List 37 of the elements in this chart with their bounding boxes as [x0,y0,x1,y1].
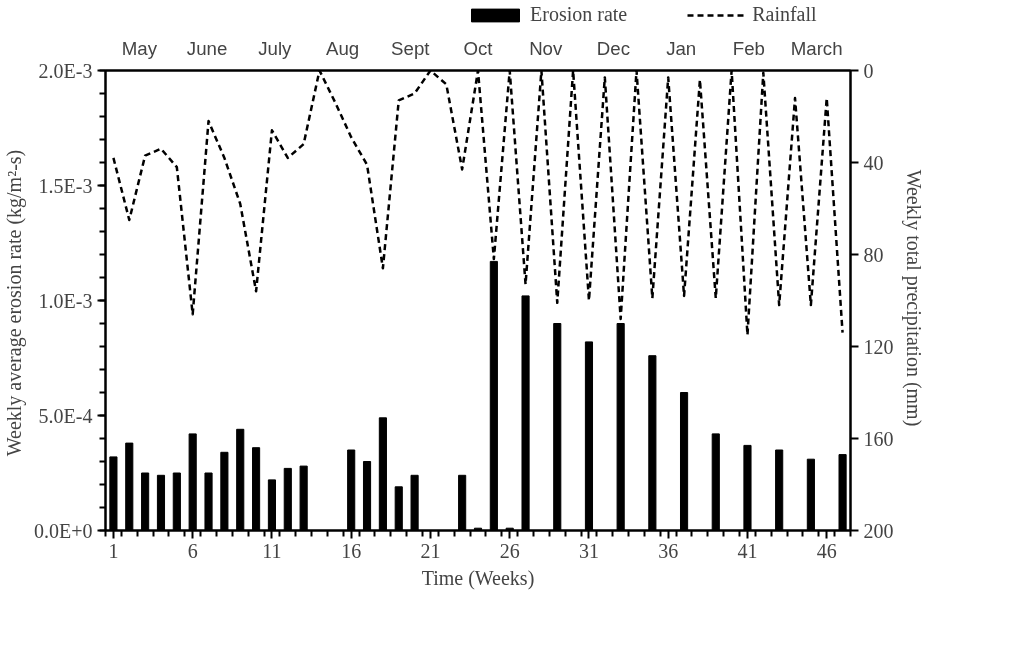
y2-tick-label: 120 [863,335,894,358]
x-tick-label: 11 [262,539,282,562]
y2-tick-label: 0 [863,59,874,82]
text: Jan [666,37,697,59]
x-tick-label: 36 [658,539,679,562]
legend-label: Rainfall [752,3,817,26]
text: Sept [391,37,431,59]
x-axis-title: Time (Weeks) [421,566,535,590]
x-tick-label: 16 [341,539,362,562]
x-tick-label: 21 [420,539,441,562]
y2-axis-title: Weekly total precipitation (mm) [901,169,925,427]
text: Aug [325,37,360,59]
x-tick-label: 6 [187,539,198,562]
x-tick-label: 46 [816,539,837,562]
text: June [186,37,228,59]
y-tick-label: 5.0E-4 [38,404,93,427]
text: May [121,37,158,59]
legend-label: Erosion rate [530,3,628,26]
text: Oct [463,37,494,59]
x-tick-label: 41 [737,539,758,562]
x-tick-label: 1 [108,539,119,562]
text: July [258,37,293,59]
text: Dec [596,37,631,59]
y-axis-title: Weekly average erosion rate (kg/m²-s) [3,149,26,457]
y2-tick-label: 160 [863,427,894,450]
x-tick-label: 31 [578,539,599,562]
y2-tick-label: 80 [863,243,884,266]
y2-tick-label: 200 [863,519,894,542]
text: Nov [529,37,563,59]
y-tick-label: 1.5E-3 [38,174,93,197]
text: Feb [732,37,765,59]
text: March [790,37,843,59]
y-tick-label: 1.0E-3 [38,289,93,312]
y-tick-label: 2.0E-3 [38,59,93,82]
y-tick-label: 0.0E+0 [34,519,93,542]
x-tick-label: 26 [499,539,520,562]
y2-tick-label: 40 [863,151,884,174]
